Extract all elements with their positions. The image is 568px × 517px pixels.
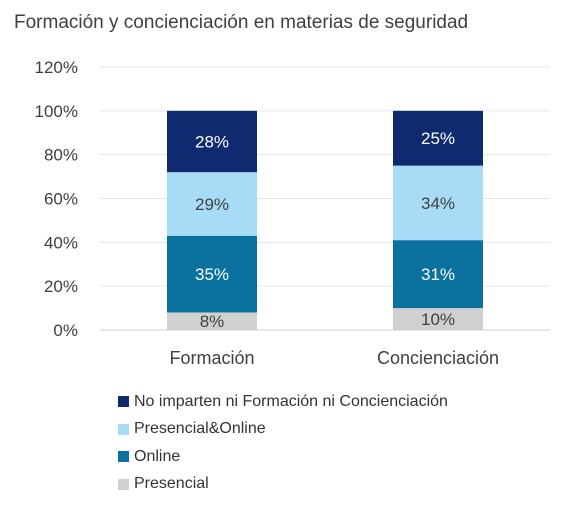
x-tick-label: Formación xyxy=(169,348,254,368)
data-label: 28% xyxy=(195,133,229,152)
stacked-bar-chart: 0% 20% 40% 60% 80% 100% 120% 8% 35% 29% 28% Formaci… xyxy=(35,58,550,368)
legend-label-presencial-online: Presencial&Online xyxy=(134,420,266,438)
y-tick-label: 0% xyxy=(53,321,78,340)
legend-swatch-presencial-online xyxy=(118,423,129,435)
legend-swatch-presencial xyxy=(118,478,129,490)
legend-item-presencial: Presencial xyxy=(118,471,448,499)
data-label: 29% xyxy=(195,195,229,214)
bar-segment xyxy=(167,235,257,313)
bar-segment xyxy=(393,165,483,241)
data-label: 35% xyxy=(195,265,229,284)
chart-legend: No imparten ni Formación ni Concienciaci… xyxy=(118,388,448,498)
legend-label-no-imparten: No imparten ni Formación ni Concienciaci… xyxy=(134,392,448,410)
y-tick-label: 100% xyxy=(35,102,78,121)
y-tick-label: 40% xyxy=(44,233,78,252)
bar-segment xyxy=(167,312,257,330)
legend-label-presencial: Presencial xyxy=(134,475,209,493)
data-label: 31% xyxy=(421,265,455,284)
legend-swatch-online xyxy=(118,451,129,463)
data-label: 10% xyxy=(421,310,455,329)
chart-title: Formación y concienciación en materias d… xyxy=(14,12,469,33)
bar-segment xyxy=(393,240,483,309)
y-tick-label: 60% xyxy=(44,190,78,209)
legend-item-no-imparten: No imparten ni Formación ni Concienciaci… xyxy=(118,388,448,416)
bar-segment xyxy=(393,308,483,330)
data-label: 25% xyxy=(421,129,455,148)
y-tick-label: 20% xyxy=(44,277,78,296)
x-tick-label: Concienciación xyxy=(377,348,499,368)
legend-swatch-no-imparten xyxy=(118,396,129,408)
bar-segment xyxy=(393,110,483,166)
legend-label-online: Online xyxy=(134,447,181,465)
bar-segment xyxy=(167,172,257,236)
legend-item-online: Online xyxy=(118,443,448,471)
data-label: 8% xyxy=(200,312,225,331)
y-tick-label: 120% xyxy=(35,58,78,77)
legend-item-presencial-online: Presencial&Online xyxy=(118,416,448,444)
bar-segment xyxy=(167,110,257,173)
y-tick-label: 80% xyxy=(44,146,78,165)
data-label: 34% xyxy=(421,194,455,213)
